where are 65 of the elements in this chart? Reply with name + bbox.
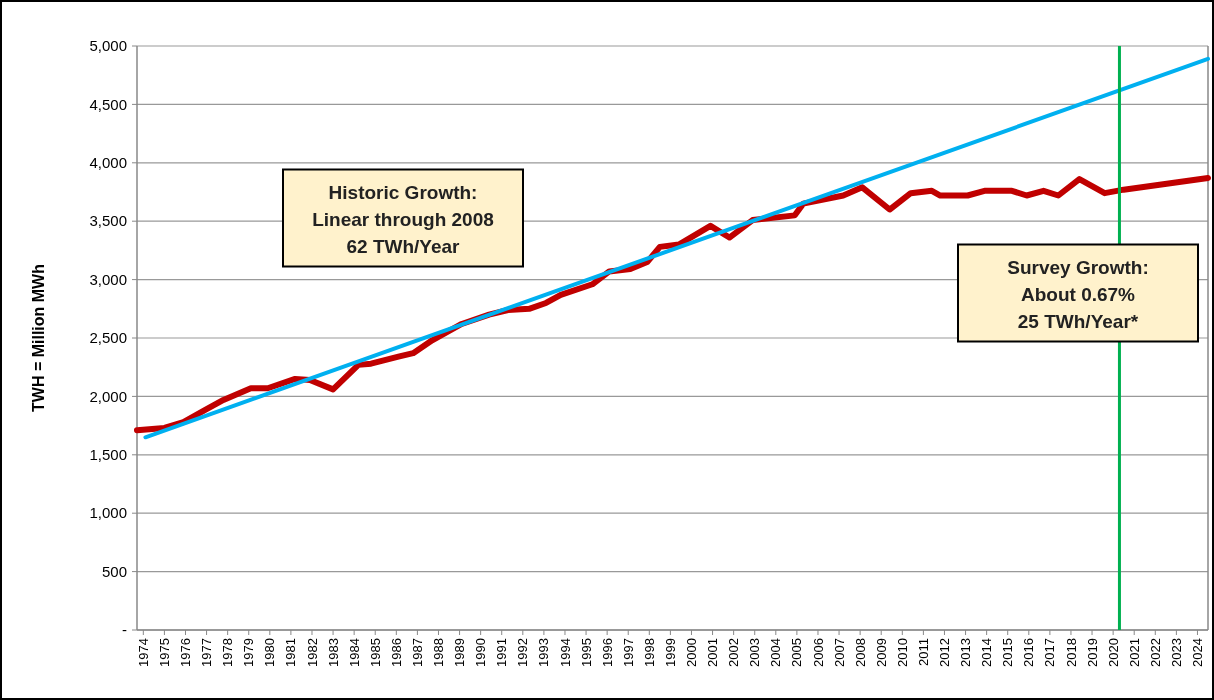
x-tick-label: 1987 (409, 638, 425, 667)
y-tick-label: 500 (101, 562, 127, 580)
x-tick-label: 1979 (241, 638, 257, 667)
x-tick-label: 2014 (979, 638, 995, 667)
x-tick-label: 2012 (937, 638, 953, 667)
x-tick-label: 2000 (684, 638, 700, 667)
x-tick-label: 2019 (1084, 638, 1100, 667)
x-tick-label: 1984 (346, 638, 362, 667)
x-tick-label: 1996 (599, 638, 615, 667)
x-tick-label: 2004 (768, 638, 784, 667)
y-tick-label: 3,000 (89, 270, 127, 288)
y-tick-label: 2,000 (89, 387, 127, 405)
x-tick-label: 2024 (1190, 638, 1206, 667)
x-tick-label: 2010 (894, 638, 910, 667)
x-tick-label: 1980 (262, 638, 278, 667)
y-tick-label: 5,000 (89, 37, 127, 55)
annotation: Historic Growth: Linear through 2008 62 TWh/Year (312, 181, 494, 257)
x-tick-label: 1985 (367, 638, 383, 667)
y-tick-label: 3,500 (89, 212, 127, 230)
x-tick-label: 2009 (873, 638, 889, 667)
y-axis-title: TWH = Million MWh (30, 264, 47, 412)
y-tick-label: 4,000 (89, 154, 127, 172)
x-tick-label: 1974 (135, 638, 151, 667)
y-tick-label: 1,000 (89, 504, 127, 522)
x-tick-label: 1988 (431, 638, 447, 667)
x-tick-label: 1978 (220, 638, 236, 667)
x-tick-label: 2003 (747, 638, 763, 667)
x-tick-label: 2006 (810, 638, 826, 667)
x-tick-label: 2002 (726, 638, 742, 667)
x-tick-label: 2008 (852, 638, 868, 667)
x-tick-label: 2005 (789, 638, 805, 667)
x-tick-label: 2016 (1021, 638, 1037, 667)
x-tick-label: 2017 (1042, 638, 1058, 667)
x-tick-label: 2023 (1168, 638, 1184, 667)
x-tick-label: 2020 (1105, 638, 1121, 667)
y-tick-label: 1,500 (89, 446, 127, 464)
x-tick-label: 2018 (1063, 638, 1079, 667)
x-tick-label: 2013 (958, 638, 974, 667)
x-tick-label: 1994 (557, 638, 573, 667)
x-tick-label: 1990 (473, 638, 489, 667)
x-tick-label: 1981 (283, 638, 299, 667)
x-tick-label: 1983 (325, 638, 341, 667)
x-tick-label: 1991 (494, 638, 510, 667)
x-tick-label: 1986 (388, 638, 404, 667)
x-tick-label: 2021 (1126, 638, 1142, 667)
x-tick-label: 1993 (536, 638, 552, 667)
x-tick-label: 1982 (304, 638, 320, 667)
x-tick-label: 1976 (178, 638, 194, 667)
y-tick-label: - (122, 621, 127, 639)
x-tick-label: 1992 (515, 638, 531, 667)
x-tick-label: 1989 (452, 638, 468, 667)
x-tick-label: 1999 (662, 638, 678, 667)
x-tick-label: 1995 (578, 638, 594, 667)
y-tick-label: 2,500 (89, 329, 127, 347)
x-tick-label: 1997 (620, 638, 636, 667)
x-tick-label: 1975 (156, 638, 172, 667)
x-tick-label: 1998 (641, 638, 657, 667)
annotation: Survey Growth: About 0.67% 25 TWh/Year* (1007, 256, 1149, 332)
x-tick-label: 2011 (915, 638, 931, 666)
x-tick-label: 2007 (831, 638, 847, 667)
x-tick-label: 2022 (1147, 638, 1163, 667)
x-tick-label: 2001 (705, 638, 721, 667)
x-tick-label: 2015 (1000, 638, 1016, 667)
y-tick-label: 4,500 (89, 95, 127, 113)
x-tick-label: 1977 (199, 638, 215, 667)
